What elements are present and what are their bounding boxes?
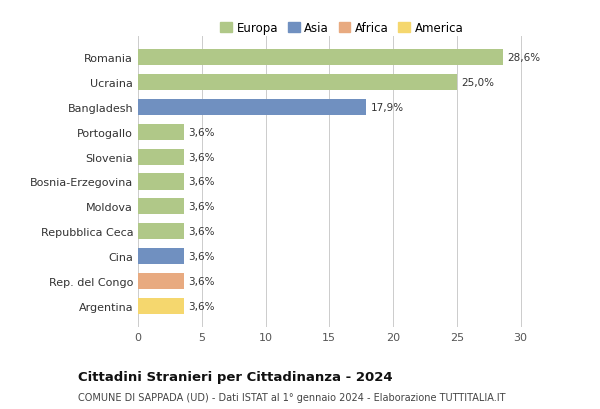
Text: 25,0%: 25,0% [461, 78, 494, 88]
Text: 3,6%: 3,6% [188, 301, 215, 311]
Text: 3,6%: 3,6% [188, 152, 215, 162]
Bar [138, 99, 366, 116]
Text: 3,6%: 3,6% [188, 177, 215, 187]
Text: 3,6%: 3,6% [188, 202, 215, 212]
Text: 28,6%: 28,6% [507, 53, 540, 63]
Bar [138, 149, 184, 165]
Text: 17,9%: 17,9% [371, 103, 404, 112]
Bar [138, 199, 184, 215]
Text: 3,6%: 3,6% [188, 128, 215, 137]
Text: 3,6%: 3,6% [188, 276, 215, 286]
Bar [138, 248, 184, 265]
Bar [138, 124, 184, 140]
Bar [138, 298, 184, 314]
Text: Cittadini Stranieri per Cittadinanza - 2024: Cittadini Stranieri per Cittadinanza - 2… [78, 370, 392, 383]
Bar [138, 50, 503, 66]
Bar [138, 224, 184, 240]
Text: 3,6%: 3,6% [188, 252, 215, 261]
Legend: Europa, Asia, Africa, America: Europa, Asia, Africa, America [218, 20, 466, 37]
Bar [138, 75, 457, 91]
Text: 3,6%: 3,6% [188, 227, 215, 236]
Text: COMUNE DI SAPPADA (UD) - Dati ISTAT al 1° gennaio 2024 - Elaborazione TUTTITALIA: COMUNE DI SAPPADA (UD) - Dati ISTAT al 1… [78, 392, 505, 402]
Bar [138, 174, 184, 190]
Bar [138, 273, 184, 289]
